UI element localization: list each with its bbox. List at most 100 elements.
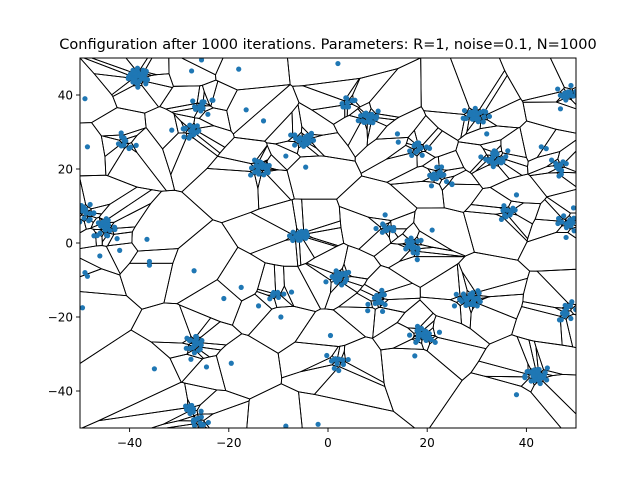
particle-point [379,287,385,293]
particle-point [87,210,93,217]
particle-point [195,340,201,346]
particle-point [418,237,424,243]
voronoi-cell [372,306,406,340]
particle-point [205,111,211,117]
particle-point [196,347,202,353]
particle-point [476,297,482,303]
voronoi-cell [387,256,466,288]
particle-point [83,210,89,216]
particle-point [409,242,415,248]
voronoi-cell [517,231,576,272]
x-tick-label: −40 [117,436,142,450]
particle-point [563,234,569,241]
particle-point [288,132,294,138]
particle-point [373,116,379,122]
particle-point [303,140,309,146]
particle-point [544,377,550,383]
particle-point [543,146,549,152]
voronoi-cell [80,122,107,177]
particle-point [569,299,575,305]
particle-point [118,134,125,140]
particle-point [542,370,548,376]
voronoi-cell [546,188,576,214]
particle-point [416,140,422,146]
particle-point [407,332,413,338]
particle-point [428,337,434,343]
particle-point [117,247,123,253]
voronoi-cell [246,383,303,428]
particle-point [336,367,342,374]
particle-point [413,149,419,155]
particle-point [496,156,502,163]
particle-point [297,232,304,238]
particle-point [508,208,515,215]
y-tick-label: 20 [58,163,73,177]
particle-point [196,128,202,134]
particle-point [258,160,265,166]
voronoi-cell [298,391,416,428]
particle-point [199,337,205,344]
particle-point [292,142,298,148]
particle-point [491,161,498,167]
particle-point [468,293,474,300]
particle-point [238,284,244,290]
particle-point [221,295,227,302]
particle-point [570,220,576,226]
particle-point [489,155,495,161]
particle-point [198,422,204,428]
particle-point [522,375,528,381]
particle-point [355,118,361,124]
particle-point [373,225,379,232]
particle-point [198,58,205,63]
particle-point [345,356,351,363]
particle-point [380,221,386,227]
particle-point [143,81,149,87]
particle-point [372,300,378,306]
particle-point [404,238,410,244]
particle-point [80,305,86,311]
particle-point [558,317,564,323]
particle-point [336,356,342,362]
particle-point [557,106,564,112]
voronoi-cell [294,308,367,347]
particle-point [451,303,458,309]
voronoi-cell [336,175,418,221]
particle-point [151,366,157,372]
x-tick-label: 0 [324,436,332,450]
particle-point [538,144,544,150]
particle-point [281,291,287,297]
particle-point [315,421,321,427]
particle-point [404,244,411,250]
particle-point [434,164,440,170]
particle-point [139,75,145,81]
particle-point [188,356,194,362]
particle-point [191,350,198,356]
particle-point [343,272,349,278]
voronoi-cell [176,279,243,326]
particle-point [283,153,289,159]
particle-point [197,103,203,109]
particle-point [423,337,429,344]
particle-point [293,135,299,141]
particle-point [102,225,108,231]
particle-point [81,215,87,221]
particle-point [191,124,197,130]
particle-point [121,138,127,144]
particle-point [365,308,371,314]
particle-point [410,250,416,256]
voronoi-cell [180,355,227,392]
particle-point [413,339,419,345]
y-tick-label: −40 [48,385,73,399]
particle-point [361,119,367,125]
particle-point [198,108,204,114]
particle-point [449,181,455,187]
particle-point [339,282,345,288]
particle-point [561,213,567,219]
particle-point [340,361,347,368]
particle-point [382,227,389,233]
voronoi-cell [286,155,363,200]
particle-point [513,392,520,398]
voronoi-cell [428,372,562,428]
particle-point [573,88,576,95]
